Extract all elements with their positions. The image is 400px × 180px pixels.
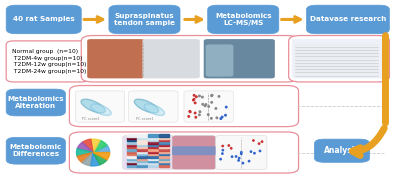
Polygon shape [148,137,158,139]
Point [222,114,229,117]
FancyBboxPatch shape [306,5,390,34]
FancyBboxPatch shape [109,5,180,34]
Text: Datavase research: Datavase research [310,16,386,22]
Point [205,113,212,116]
Polygon shape [159,146,168,148]
Polygon shape [159,160,168,162]
Polygon shape [137,146,147,148]
Polygon shape [159,141,168,144]
FancyBboxPatch shape [129,91,178,122]
Polygon shape [127,158,136,160]
FancyBboxPatch shape [204,39,275,78]
Ellipse shape [134,99,158,113]
Point [206,105,212,108]
FancyBboxPatch shape [292,39,385,78]
Point [202,104,208,107]
FancyBboxPatch shape [6,5,81,34]
FancyBboxPatch shape [142,39,200,78]
FancyBboxPatch shape [81,35,298,82]
Polygon shape [91,139,100,152]
Point [200,103,206,106]
Polygon shape [127,146,136,148]
Point [209,94,215,97]
Polygon shape [148,158,158,160]
Point [196,113,203,116]
Polygon shape [148,165,158,167]
Polygon shape [159,139,168,141]
Polygon shape [93,152,110,160]
Polygon shape [127,150,136,153]
Point [208,101,215,104]
Polygon shape [148,134,158,137]
Point [223,106,230,109]
Point [246,160,252,163]
Polygon shape [159,144,168,146]
Polygon shape [127,153,136,155]
Polygon shape [159,137,168,139]
Polygon shape [91,152,100,166]
Point [256,142,262,145]
Point [199,96,206,98]
Polygon shape [127,148,136,150]
Polygon shape [148,155,158,158]
Polygon shape [127,141,136,144]
Ellipse shape [144,104,164,115]
Text: Metabolomics
LC-MS/MS: Metabolomics LC-MS/MS [215,13,272,26]
Polygon shape [159,153,168,155]
Point [196,94,203,97]
FancyBboxPatch shape [6,41,89,82]
Text: 40 rat Samples: 40 rat Samples [13,16,74,22]
Polygon shape [127,162,136,165]
Polygon shape [148,146,158,148]
FancyBboxPatch shape [184,91,233,122]
Text: Normal group  (n=10)
 T2DM-4w group(n=10)
 T2DM-12w group(n=10)
 T2DM-24w group(: Normal group (n=10) T2DM-4w group(n=10) … [12,49,87,74]
Polygon shape [76,149,93,156]
FancyBboxPatch shape [314,139,370,162]
Polygon shape [159,134,168,137]
Polygon shape [82,152,93,166]
Point [219,116,225,118]
FancyBboxPatch shape [289,35,390,82]
Point [191,98,197,101]
Polygon shape [82,139,93,152]
Point [233,155,239,158]
Polygon shape [127,155,136,158]
Point [238,151,244,154]
Polygon shape [127,160,136,162]
Polygon shape [137,160,147,162]
Point [238,152,244,155]
Polygon shape [77,142,93,152]
Point [216,95,222,98]
Point [208,117,214,120]
FancyBboxPatch shape [69,86,298,127]
Ellipse shape [91,104,111,115]
FancyBboxPatch shape [208,5,279,34]
Point [250,139,257,142]
Polygon shape [137,155,147,158]
Text: Metabolomics
Alteration: Metabolomics Alteration [8,96,64,109]
Polygon shape [137,139,147,141]
Polygon shape [148,139,158,141]
Polygon shape [127,144,136,146]
Text: Analysis: Analysis [324,146,360,155]
Polygon shape [148,162,158,165]
Polygon shape [93,140,107,152]
Polygon shape [159,165,168,167]
Polygon shape [159,148,168,150]
Polygon shape [137,144,147,146]
Polygon shape [93,145,110,152]
Polygon shape [93,152,107,165]
Polygon shape [127,139,136,141]
Point [257,150,263,152]
Point [235,159,242,162]
Point [203,103,209,106]
Text: Supraspinatus
tendon sample: Supraspinatus tendon sample [114,13,175,26]
Polygon shape [137,137,147,139]
Point [240,162,246,165]
Point [187,110,194,113]
Point [213,107,219,110]
Polygon shape [137,158,147,160]
Polygon shape [137,153,147,155]
FancyBboxPatch shape [87,39,144,78]
Polygon shape [137,162,147,165]
